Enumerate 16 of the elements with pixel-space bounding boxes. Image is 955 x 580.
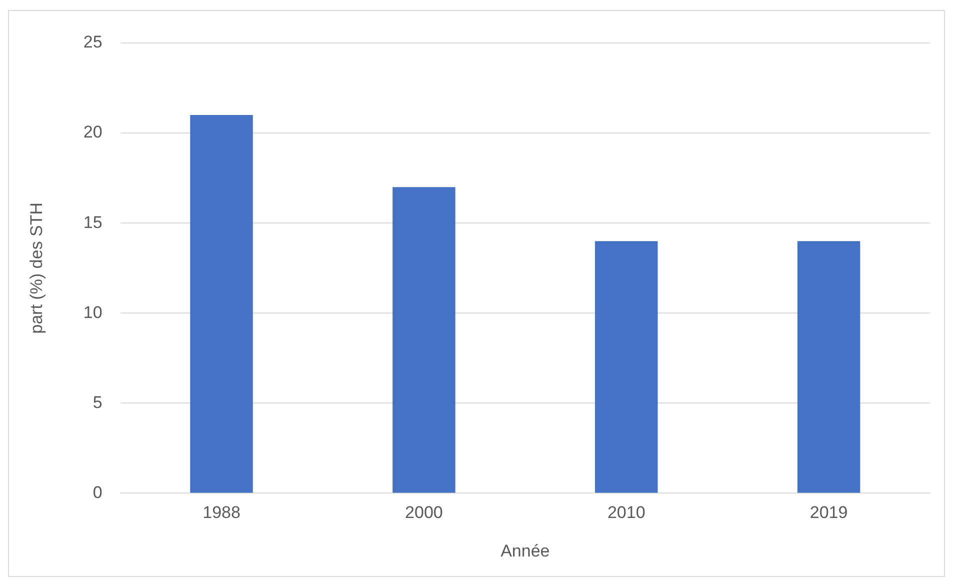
y-tick-label: 15 bbox=[83, 212, 102, 232]
x-axis-title: Année bbox=[500, 541, 550, 560]
y-axis-title: part (%) des STH bbox=[26, 202, 46, 334]
x-tick-label: 2000 bbox=[405, 503, 443, 522]
bar bbox=[190, 115, 253, 493]
x-tick-label: 1988 bbox=[202, 503, 240, 522]
y-tick-label: 20 bbox=[83, 122, 102, 142]
x-tick-label: 2010 bbox=[607, 503, 646, 522]
x-tick-label: 2019 bbox=[810, 503, 848, 522]
y-tick-label: 0 bbox=[92, 482, 102, 502]
y-tick-label: 5 bbox=[92, 392, 102, 412]
y-tick-label: 25 bbox=[83, 32, 102, 52]
bar bbox=[594, 241, 658, 493]
y-tick-label: 10 bbox=[83, 302, 102, 322]
bar bbox=[392, 187, 456, 493]
bar bbox=[797, 241, 860, 493]
